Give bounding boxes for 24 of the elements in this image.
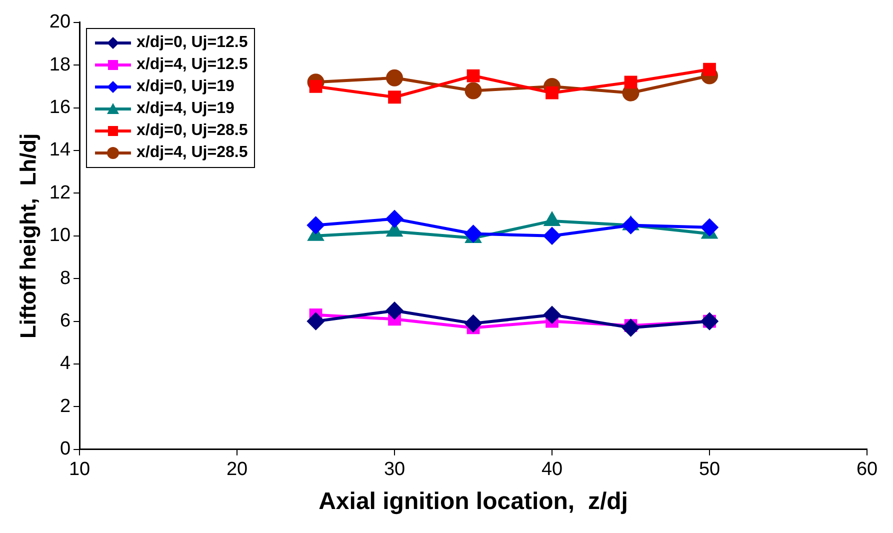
y-tick-label: 8 (60, 268, 71, 289)
y-tick-label: 0 (60, 438, 71, 460)
y-tick-label: 12 (49, 182, 71, 204)
y-tick-label: 10 (49, 225, 71, 246)
y-axis-title: Liftoff height, Lh/dj (15, 133, 40, 339)
x-tick-label: 20 (226, 459, 248, 480)
x-tick-label: 40 (541, 459, 563, 480)
y-tick-label: 14 (49, 140, 71, 161)
y-tick-label: 4 (60, 353, 71, 374)
y-tick-label: 2 (60, 396, 71, 417)
legend-label: x/dj=4, Uj=12.5 (136, 55, 248, 76)
legend-label: x/dj=4, Uj=28.5 (136, 143, 248, 164)
y-tick-label: 16 (49, 97, 71, 118)
x-axis-title: Axial ignition location, z/dj (318, 488, 628, 516)
legend-label: x/dj=0, Uj=19 (136, 77, 234, 98)
x-tick-label: 30 (384, 459, 406, 480)
y-tick-label: 20 (49, 12, 71, 33)
x-tick-label: 50 (698, 459, 720, 480)
legend-label: x/dj=4, Uj=19 (136, 99, 234, 120)
legend-label: x/dj=0, Uj=12.5 (136, 33, 248, 54)
y-tick-label: 6 (60, 310, 71, 332)
x-tick-label: 60 (856, 459, 878, 480)
legend-label: x/dj=0, Uj=28.5 (136, 121, 248, 142)
y-tick-label: 18 (49, 54, 71, 76)
